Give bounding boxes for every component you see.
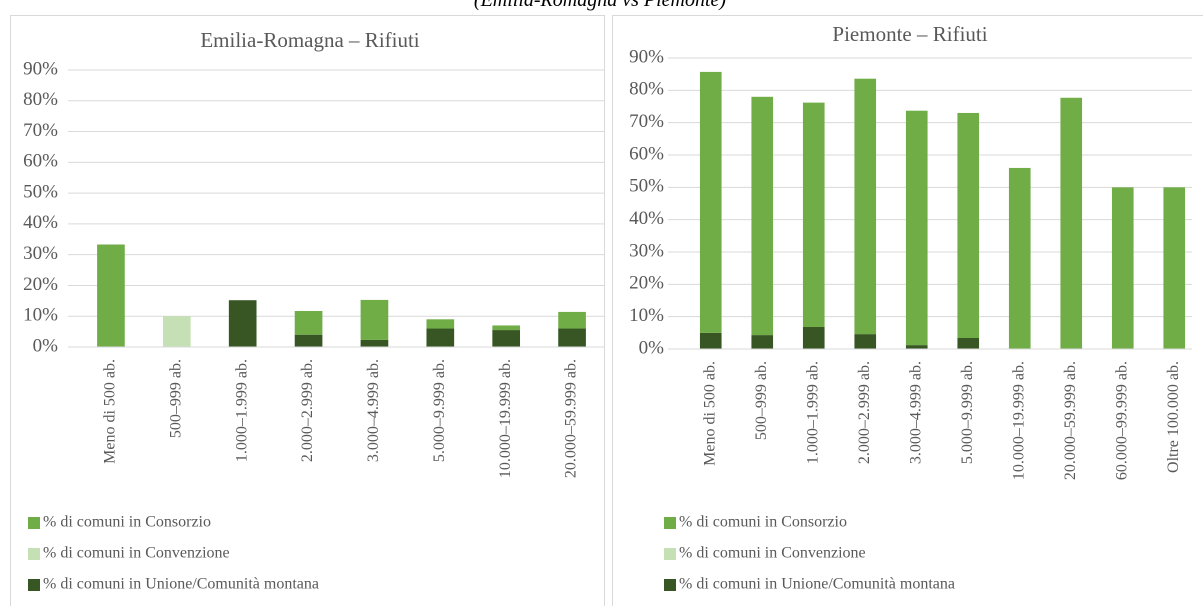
y-tick-label: 90% (23, 58, 58, 79)
bar (1060, 97, 1083, 350)
y-tick-label: 0% (33, 335, 59, 356)
legend-swatch (664, 517, 676, 529)
x-tick-label: 3.000–4.999 ab. (907, 361, 924, 464)
y-tick-label: 10% (629, 305, 664, 326)
y-tick-label: 30% (629, 240, 664, 261)
x-tick-label: 3.000–4.999 ab. (365, 359, 382, 462)
bar (802, 327, 825, 349)
x-tick-label: Meno di 500 ab. (701, 361, 718, 466)
y-tick-label: 0% (639, 337, 665, 358)
x-tick-label: 5.000–9.999 ab. (959, 361, 976, 464)
x-tick-label: Oltre 100.000 ab. (1165, 361, 1182, 473)
x-tick-label: 1.000–1.999 ab. (804, 361, 821, 464)
x-tick-label: 5.000–9.999 ab. (431, 359, 448, 462)
bar (751, 335, 774, 349)
bar (294, 334, 323, 347)
x-tick-label: 2.000–2.999 ab. (299, 359, 316, 462)
bar (294, 310, 323, 335)
chart-title: Piemonte – Rifiuti (832, 22, 987, 46)
bar (97, 244, 125, 347)
y-tick-label: 90% (629, 46, 664, 67)
bar (360, 339, 389, 347)
legend-label: % di comuni in Unione/Comunità montana (679, 576, 955, 593)
y-tick-label: 50% (629, 176, 664, 197)
legend-label: % di comuni in Consorzio (679, 514, 847, 531)
legend-swatch (28, 579, 40, 591)
legend-label: % di comuni in Convenzione (679, 545, 866, 562)
bar (492, 330, 521, 347)
bar (558, 328, 586, 347)
x-tick-label: 500–999 ab. (167, 359, 184, 438)
y-tick-label: 50% (23, 181, 58, 202)
y-tick-label: 20% (629, 273, 664, 294)
y-tick-label: 60% (629, 143, 664, 164)
bar (905, 110, 928, 346)
x-tick-label: 10.000–19.999 ab. (497, 359, 514, 478)
bar (162, 316, 191, 347)
x-tick-label: 1.000–1.999 ab. (233, 359, 250, 462)
bar (751, 96, 774, 336)
x-tick-label: Meno di 500 ab. (102, 359, 119, 464)
legend-swatch (664, 579, 676, 591)
bar (426, 319, 455, 329)
x-tick-label: 2.000–2.999 ab. (856, 361, 873, 464)
bar (1111, 187, 1134, 349)
y-tick-label: 70% (23, 120, 58, 141)
bar (802, 102, 825, 328)
panel (612, 15, 1203, 606)
bar (1008, 167, 1031, 349)
legend-label: % di comuni in Consorzio (43, 514, 211, 531)
bar (1163, 187, 1186, 349)
bar (699, 332, 722, 349)
bar (957, 338, 980, 349)
legend-swatch (28, 548, 40, 560)
bar (426, 328, 455, 347)
chart-title: Emilia-Romagna – Rifiuti (200, 28, 419, 52)
y-tick-label: 60% (23, 151, 58, 172)
y-tick-label: 40% (23, 212, 58, 233)
legend-swatch (28, 517, 40, 529)
bar (854, 78, 877, 335)
y-tick-label: 40% (629, 208, 664, 229)
page-title: (Emilia-Romagna vs Piemonte) (474, 0, 726, 11)
panel (10, 15, 605, 606)
x-tick-label: 20.000–59.999 ab. (563, 359, 580, 478)
bar (360, 299, 389, 340)
bar (854, 334, 877, 349)
y-tick-label: 10% (23, 305, 58, 326)
x-tick-label: 10.000–19.999 ab. (1010, 361, 1027, 480)
y-tick-label: 30% (23, 243, 58, 264)
y-tick-label: 80% (23, 89, 58, 110)
bar (957, 112, 980, 339)
bar (228, 300, 257, 347)
bar (905, 345, 928, 349)
x-tick-label: 60.000–99.999 ab. (1113, 361, 1130, 480)
x-tick-label: 500–999 ab. (753, 361, 770, 440)
bar (492, 325, 521, 331)
legend-label: % di comuni in Convenzione (43, 545, 230, 562)
y-tick-label: 20% (23, 274, 58, 295)
bar (558, 311, 586, 329)
x-tick-label: 20.000–59.999 ab. (1062, 361, 1079, 480)
legend-swatch (664, 548, 676, 560)
y-tick-label: 80% (629, 79, 664, 100)
legend-label: % di comuni in Unione/Comunità montana (43, 576, 319, 593)
y-tick-label: 70% (629, 111, 664, 132)
bar (699, 71, 722, 333)
